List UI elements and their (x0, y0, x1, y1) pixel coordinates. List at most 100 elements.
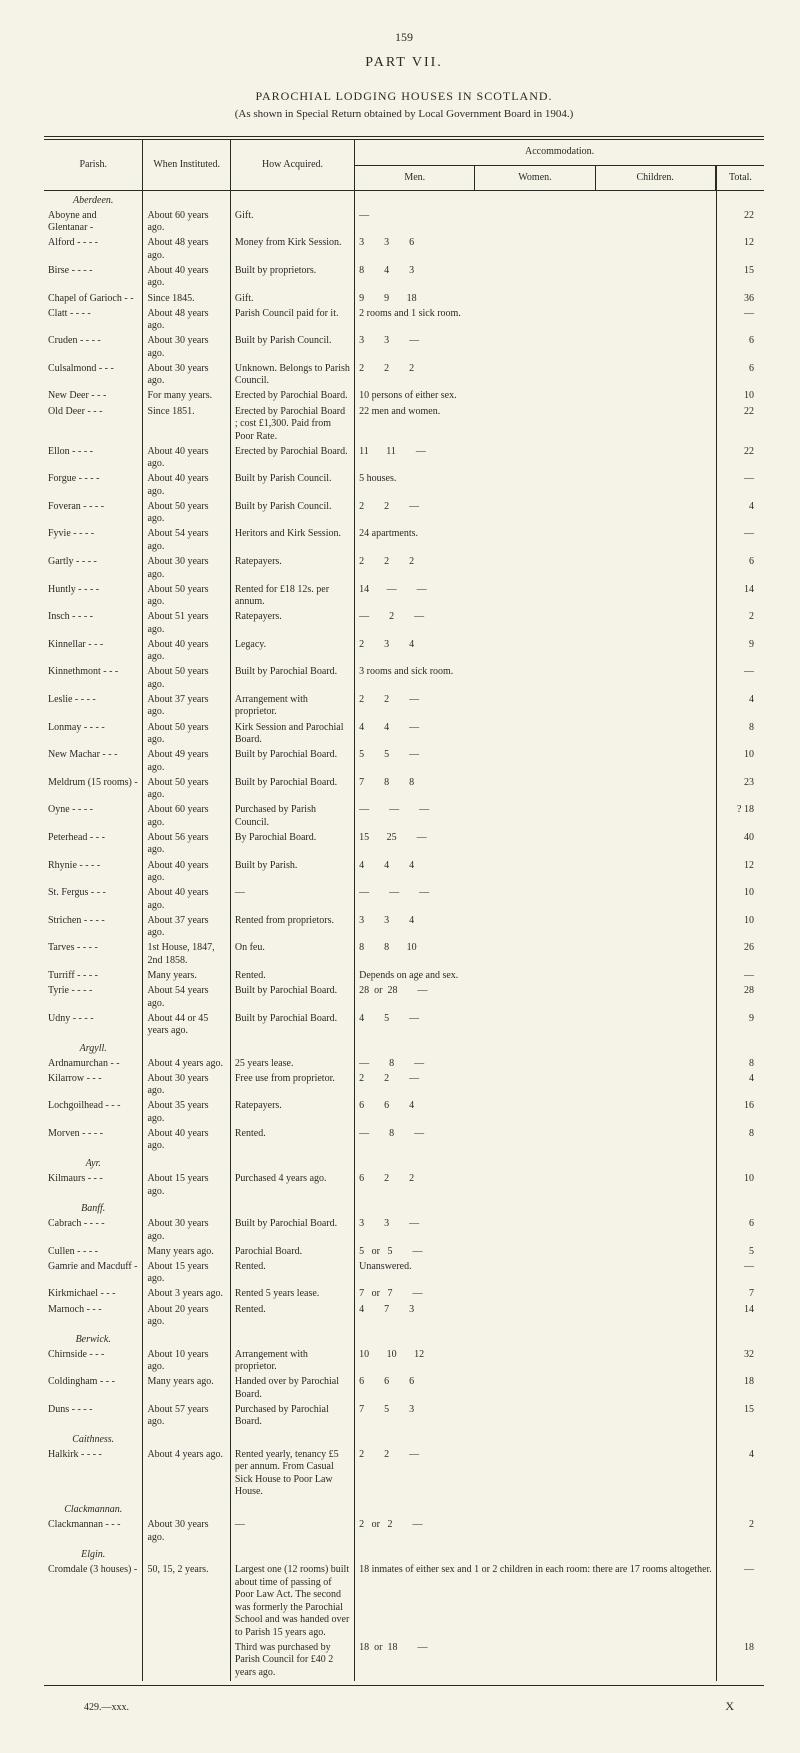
table-row: New Machar - - -About 49 years ago.Built… (44, 748, 764, 776)
table-row: Tyrie - - - -About 54 years ago.Built by… (44, 984, 764, 1012)
county-name: Ayr. (44, 1154, 143, 1172)
table-row: Gamrie and Macduff -About 15 years ago.R… (44, 1260, 764, 1288)
cell-total: 8 (716, 1056, 764, 1071)
cell-parish: Chirnside - - - (44, 1347, 143, 1375)
table-row: Cabrach - - - -About 30 years ago.Built … (44, 1217, 764, 1245)
cell-total: 14 (716, 1302, 764, 1330)
cell-acquired: Handed over by Parochial Board. (230, 1375, 354, 1403)
cell-total: 12 (716, 236, 764, 264)
table-subheading: (As shown in Special Return obtained by … (44, 108, 764, 120)
cell-parish: Kilmaurs - - - (44, 1172, 143, 1200)
cell-accom: Depends on age and sex. (355, 969, 717, 984)
cell-accom: 4 4 4 (355, 858, 717, 886)
table-row: Forgue - - - -About 40 years ago.Built b… (44, 472, 764, 500)
cell-parish: Clackmannan - - - (44, 1518, 143, 1546)
cell-acquired: Built by Parish Council. (230, 334, 354, 362)
cell-instituted: About 40 years ago. (143, 638, 230, 666)
cell-accom: 4 5 — (355, 1011, 717, 1039)
cell-acquired: Parish Council paid for it. (230, 306, 354, 334)
cell-instituted: About 48 years ago. (143, 236, 230, 264)
cell-acquired: Money from Kirk Session. (230, 236, 354, 264)
cell-instituted: About 15 years ago. (143, 1172, 230, 1200)
cell-parish: Ardnamurchan - - (44, 1056, 143, 1071)
cell-total: — (716, 527, 764, 555)
cell-total: — (716, 665, 764, 693)
cell-total: 18 (716, 1375, 764, 1403)
cell-parish: Lonmay - - - - (44, 720, 143, 748)
cell-total: 22 (716, 404, 764, 444)
cell-total: 12 (716, 858, 764, 886)
cell-acquired: Gift. (230, 291, 354, 306)
cell-acquired: — (230, 886, 354, 914)
cell-instituted: About 49 years ago. (143, 748, 230, 776)
table-row: Peterhead - - -About 56 years ago.By Par… (44, 831, 764, 859)
cell-acquired: Ratepayers. (230, 1099, 354, 1127)
cell-total: — (716, 1260, 764, 1288)
col-children: Children. (596, 166, 716, 191)
cell-total: 10 (716, 913, 764, 941)
col-acquired: How Acquired. (230, 140, 354, 191)
cell-acquired: Ratepayers. (230, 555, 354, 583)
county-row: Clackmannan. (44, 1500, 764, 1518)
cell-instituted (143, 1640, 230, 1680)
cell-accom: 2 rooms and 1 sick room. (355, 306, 717, 334)
cell-instituted: Since 1851. (143, 404, 230, 444)
cell-acquired: Built by Parish. (230, 858, 354, 886)
cell-parish (44, 1640, 143, 1680)
cell-accom: 6 6 4 (355, 1099, 717, 1127)
cell-parish: Kirkmichael - - - (44, 1287, 143, 1302)
county-row: Berwick. (44, 1330, 764, 1348)
cell-accom: 11 11 — (355, 444, 717, 472)
cell-instituted: About 50 years ago. (143, 775, 230, 803)
cell-total: 10 (716, 748, 764, 776)
cell-instituted: About 50 years ago. (143, 500, 230, 528)
col-total: Total. (716, 165, 764, 191)
col-parish: Parish. (44, 140, 143, 191)
table-row: Kinnethmont - - -About 50 years ago.Buil… (44, 665, 764, 693)
cell-parish: Coldingham - - - (44, 1375, 143, 1403)
cell-total: 10 (716, 389, 764, 404)
cell-total: — (716, 306, 764, 334)
cell-parish: Marnoch - - - (44, 1302, 143, 1330)
cell-instituted: About 40 years ago. (143, 264, 230, 292)
cell-parish: Udny - - - - (44, 1011, 143, 1039)
cell-instituted: About 40 years ago. (143, 886, 230, 914)
cell-total: 6 (716, 555, 764, 583)
cell-accom: 7 5 3 (355, 1403, 717, 1431)
cell-instituted: About 54 years ago. (143, 984, 230, 1012)
cell-instituted: About 35 years ago. (143, 1099, 230, 1127)
table-row: Cruden - - - -About 30 years ago.Built b… (44, 334, 764, 362)
footer-signature: 429.—xxx. (44, 1702, 764, 1713)
cell-accom: — — — (355, 886, 717, 914)
cell-accom: 18 or 18 — (355, 1640, 717, 1680)
cell-parish: Peterhead - - - (44, 831, 143, 859)
cell-accom: 3 rooms and sick room. (355, 665, 717, 693)
cell-parish: Oyne - - - - (44, 803, 143, 831)
cell-accom: 3 3 — (355, 334, 717, 362)
cell-acquired: Arrangement with proprietor. (230, 1347, 354, 1375)
table-row: Udny - - - -About 44 or 45 years ago.Bui… (44, 1011, 764, 1039)
cell-total: 2 (716, 1518, 764, 1546)
cell-instituted: About 40 years ago. (143, 1127, 230, 1155)
cell-parish: Cabrach - - - - (44, 1217, 143, 1245)
cell-instituted: About 15 years ago. (143, 1260, 230, 1288)
col-instituted: When Instituted. (143, 140, 230, 191)
cell-instituted: About 40 years ago. (143, 444, 230, 472)
cell-acquired: On feu. (230, 941, 354, 969)
cell-instituted: About 30 years ago. (143, 1217, 230, 1245)
cell-accom: 3 3 4 (355, 913, 717, 941)
lodging-table: Parish. When Instituted. How Acquired. A… (44, 140, 764, 1681)
cell-parish: Gamrie and Macduff - (44, 1260, 143, 1288)
county-name: Banff. (44, 1199, 143, 1217)
cell-total: 40 (716, 831, 764, 859)
table-row: Birse - - - -About 40 years ago.Built by… (44, 264, 764, 292)
cell-accom: 10 persons of either sex. (355, 389, 717, 404)
cell-instituted: About 30 years ago. (143, 334, 230, 362)
cell-instituted: Many years ago. (143, 1244, 230, 1259)
cell-accom: 2 2 — (355, 500, 717, 528)
table-row: Chapel of Garioch - -Since 1845.Gift.9 9… (44, 291, 764, 306)
table-row: Alford - - - -About 48 years ago.Money f… (44, 236, 764, 264)
cell-parish: Culsalmond - - - (44, 362, 143, 390)
cell-parish: Clatt - - - - (44, 306, 143, 334)
cell-parish: Tyrie - - - - (44, 984, 143, 1012)
